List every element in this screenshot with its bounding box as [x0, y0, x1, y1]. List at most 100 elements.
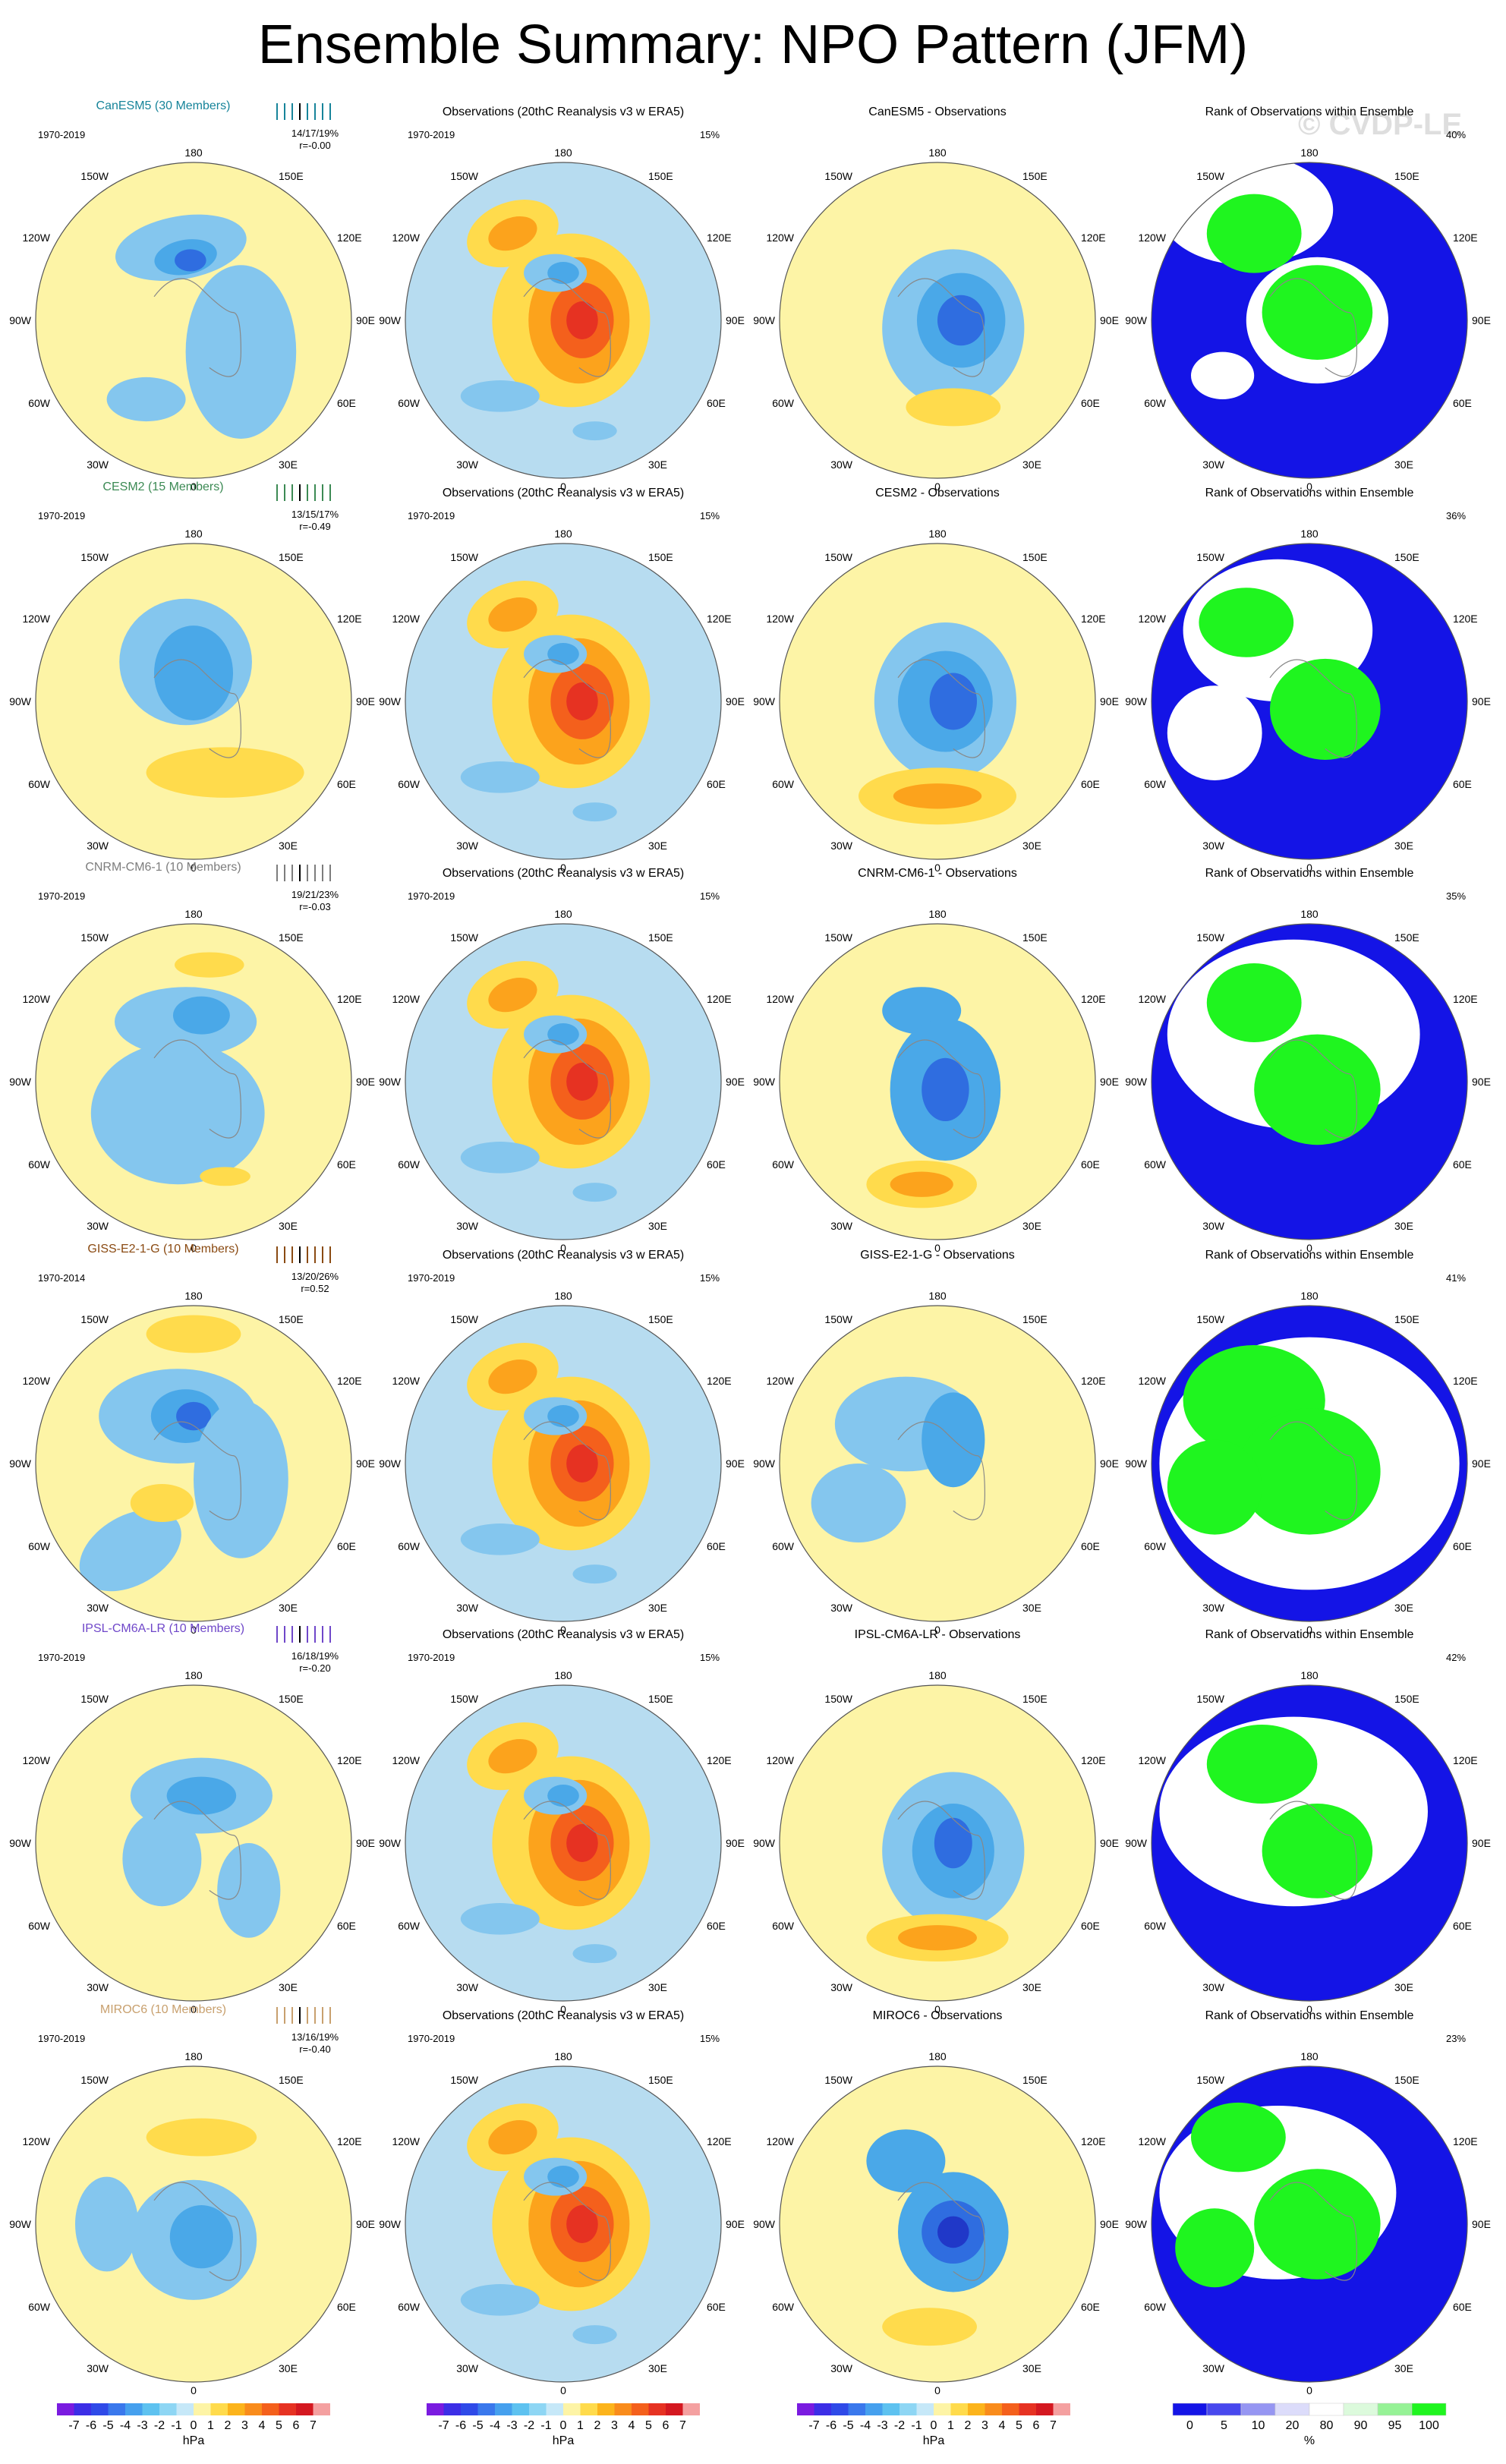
- longitude-label: 150W: [450, 2074, 478, 2086]
- colorbar-tick: 5: [645, 2419, 652, 2432]
- longitude-label: 180: [554, 1290, 572, 1302]
- longitude-label: 150W: [450, 931, 478, 944]
- observations-period: 1970-2019: [408, 129, 455, 140]
- longitude-label: 30E: [648, 458, 667, 471]
- longitude-label: 120E: [337, 232, 362, 244]
- longitude-label: 120E: [707, 613, 732, 625]
- longitude-label: 120E: [337, 1375, 362, 1387]
- observations-title: Observations (20thC Reanalysis v3 w ERA5…: [443, 867, 684, 880]
- map-outline: [35, 1684, 352, 2002]
- longitude-label: 30W: [87, 1981, 109, 1993]
- map-outline: [405, 543, 722, 860]
- longitude-label: 60E: [707, 2301, 726, 2313]
- coastline: [1269, 278, 1358, 377]
- longitude-label: 120E: [707, 1375, 732, 1387]
- model-stats: 19/21/23%: [291, 889, 339, 900]
- map-outline: [35, 2065, 352, 2383]
- observations-title: Observations (20thC Reanalysis v3 w ERA5…: [443, 1628, 684, 1641]
- colorbar-tick: 4: [259, 2419, 266, 2432]
- longitude-label: 150W: [824, 1313, 852, 1325]
- longitude-label: 30E: [1394, 1220, 1413, 1232]
- model-stats: 14/17/19%: [291, 128, 339, 139]
- colorbar-tick: 7: [679, 2419, 686, 2432]
- observations-percent: 15%: [700, 510, 720, 521]
- longitude-label: 60W: [772, 1540, 795, 1552]
- longitude-label: 60E: [337, 1920, 356, 1932]
- colorbar-tick: 5: [1016, 2419, 1022, 2432]
- colorbar-swatch: [1172, 2403, 1208, 2416]
- colorbar-swatch: [1206, 2403, 1242, 2416]
- map-contour: [572, 802, 617, 822]
- longitude-label: 0: [191, 1242, 197, 1254]
- colorbar-tick: -6: [86, 2419, 96, 2432]
- longitude-label: 60E: [1081, 1540, 1100, 1552]
- colorbar-tick: -4: [120, 2419, 131, 2432]
- colorbar-swatch: [279, 2403, 296, 2415]
- rank-map: 180 0 150W 150E 120W 120E 90W 90E 60W 60E 30W 30E: [1125, 1669, 1491, 2015]
- longitude-label: 60E: [337, 1158, 356, 1171]
- map-contour: [154, 625, 233, 720]
- longitude-label: 150E: [279, 2074, 304, 2086]
- longitude-label: 120E: [337, 2135, 362, 2147]
- longitude-label: 90W: [1125, 695, 1148, 707]
- longitude-label: 30W: [87, 1602, 109, 1614]
- colorbar-swatch: [900, 2403, 917, 2415]
- longitude-label: 150W: [450, 551, 478, 563]
- difference-map: 180 0 150W 150E 120W 120E 90W 90E 60W 60E 30W 30E: [753, 528, 1119, 874]
- longitude-label: 60W: [28, 1920, 51, 1932]
- longitude-label: 120W: [1138, 1754, 1166, 1766]
- longitude-label: 120W: [766, 613, 794, 625]
- longitude-label: 120E: [337, 993, 362, 1005]
- longitude-label: 30E: [279, 840, 298, 852]
- longitude-label: 150W: [824, 551, 852, 563]
- watermark: © CVDP-LE: [1298, 108, 1463, 141]
- map-contour: [169, 2205, 233, 2269]
- observations-title: Observations (20thC Reanalysis v3 w ERA5…: [443, 2009, 684, 2022]
- longitude-label: 0: [1306, 1242, 1312, 1254]
- longitude-label: 0: [560, 2384, 566, 2396]
- longitude-label: 60E: [1081, 1158, 1100, 1171]
- longitude-label: 150E: [1394, 931, 1419, 944]
- longitude-label: 150W: [80, 170, 109, 182]
- observations-map: 180 0 150W 150E 120W 120E 90W 90E 60W 60E 30W 30E: [379, 2050, 745, 2396]
- longitude-label: 90W: [1125, 1076, 1148, 1088]
- longitude-label: 90E: [726, 314, 745, 326]
- colorbar-swatch: [443, 2403, 461, 2415]
- colorbar-swatch: [666, 2403, 683, 2415]
- longitude-label: 30E: [1022, 1981, 1041, 1993]
- observations-percent: 15%: [700, 1272, 720, 1284]
- coastline: [153, 1421, 242, 1520]
- colorbar-swatch: [797, 2403, 814, 2415]
- longitude-label: 30E: [1394, 458, 1413, 471]
- colorbar-tick: -5: [843, 2419, 853, 2432]
- longitude-label: 60E: [707, 397, 726, 409]
- observations-period: 1970-2019: [408, 510, 455, 521]
- map-contour: [866, 2129, 946, 2193]
- longitude-label: 90E: [356, 695, 375, 707]
- colorbar-swatch: [1274, 2403, 1310, 2416]
- map-contour: [488, 1738, 537, 1774]
- longitude-label: 90E: [356, 1457, 375, 1470]
- observations-map: 180 0 150W 150E 120W 120E 90W 90E 60W 60E 30W 30E: [379, 908, 745, 1254]
- longitude-label: 30W: [456, 840, 479, 852]
- model-map: 180 0 150W 150E 120W 120E 90W 90E 60W 60E 30W 30E: [9, 1669, 375, 2015]
- coastline: [897, 659, 986, 758]
- map-contour: [172, 996, 230, 1035]
- map-contour: [547, 1405, 579, 1428]
- longitude-label: 120W: [22, 1754, 50, 1766]
- model-map: 180 0 150W 150E 120W 120E 90W 90E 60W 60E 30W 30E: [9, 147, 375, 493]
- longitude-label: 180: [554, 147, 572, 159]
- coastline: [153, 659, 242, 758]
- longitude-label: 180: [1300, 528, 1319, 540]
- longitude-label: 90E: [1100, 695, 1119, 707]
- model-period: 1970-2014: [38, 1272, 85, 1284]
- model-map: 180 0 150W 150E 120W 120E 90W 90E 60W 60E 30W 30E: [9, 2050, 375, 2396]
- longitude-label: 150W: [824, 170, 852, 182]
- longitude-label: 150E: [1022, 931, 1048, 944]
- map-outline: [35, 1305, 352, 1622]
- map-contour: [906, 388, 1001, 427]
- longitude-label: 180: [1300, 908, 1319, 920]
- observations-title: Observations (20thC Reanalysis v3 w ERA5…: [443, 106, 684, 118]
- colorbar-tick: -4: [490, 2419, 500, 2432]
- longitude-label: 30E: [1022, 1220, 1041, 1232]
